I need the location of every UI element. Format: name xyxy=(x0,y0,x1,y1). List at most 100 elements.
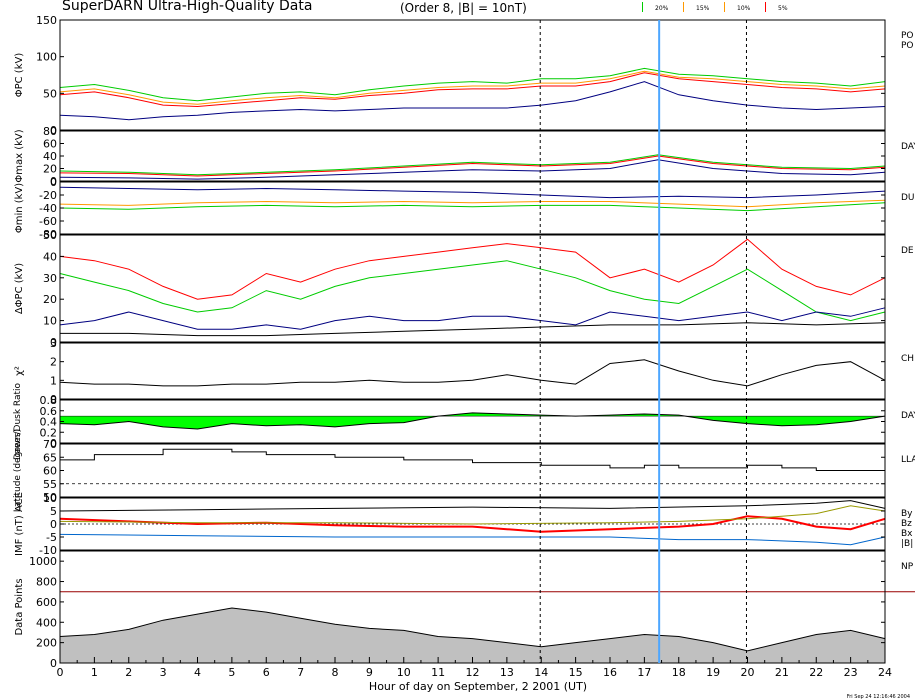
y-tick-label: 1000 xyxy=(29,555,57,568)
y-tick-label: 0.2 xyxy=(40,426,58,439)
series-line-pc-0 xyxy=(59,67,886,102)
y-tick-label: 70 xyxy=(43,438,57,451)
legend-swatch xyxy=(765,2,766,12)
y-tick-label: 80 xyxy=(43,125,57,138)
y-tick-label: 60 xyxy=(43,465,57,478)
series-line-pc-1 xyxy=(59,70,886,105)
right-side-label: PO xyxy=(901,41,914,51)
x-axis: 0 1 2 3 4 5 6 7 8 9 10 11 12 13 14 15 16 17 18 19 20 21 22 23 24 xyxy=(57,657,892,679)
x-tick-label: 17 xyxy=(637,666,651,679)
y-tick-label: 0 xyxy=(50,176,57,189)
x-tick-label: 11 xyxy=(431,666,445,679)
series-line-pc-2 xyxy=(59,72,886,108)
series-line-imf-2 xyxy=(59,505,886,525)
right-side-label: CH xyxy=(901,354,914,364)
y-axis-label: Data Points xyxy=(14,578,25,635)
x-tick-label: 0 xyxy=(57,666,64,679)
right-side-label: NP xyxy=(901,562,914,572)
y-tick-label: 20 xyxy=(43,163,57,176)
y-tick-label: -60 xyxy=(39,215,57,228)
y-tick-label: 0 xyxy=(50,393,57,406)
series-line-imf-3 xyxy=(59,533,886,546)
x-tick-label: 21 xyxy=(775,666,789,679)
panel-dpc: 0 10 20 30 40 50 ΔΦPC (kV) DE xyxy=(14,229,914,349)
y-tick-label: 0.6 xyxy=(40,405,58,418)
x-tick-label: 24 xyxy=(878,666,892,679)
y-axis-label: χ² xyxy=(14,366,25,376)
right-side-label: DAY xyxy=(901,142,915,152)
series-line-max-0 xyxy=(59,154,886,176)
x-tick-label: 8 xyxy=(332,666,339,679)
y-tick-label: -20 xyxy=(39,189,57,202)
x-tick-label: 3 xyxy=(160,666,167,679)
panel-frame xyxy=(59,342,886,400)
series-line-pc-3 xyxy=(59,81,886,121)
y-tick-label: 5 xyxy=(50,505,57,518)
y-tick-label: 10 xyxy=(43,315,57,328)
series-line-pts-0 xyxy=(59,607,886,652)
y-tick-label: 20 xyxy=(43,293,57,306)
right-side-label: Bz xyxy=(901,519,912,529)
x-tick-label: 12 xyxy=(466,666,480,679)
threshold-legend: 20% 15% 10% 5% xyxy=(642,2,788,12)
right-side-label: LLA xyxy=(901,455,915,465)
y-tick-label: 55 xyxy=(43,478,57,491)
legend-swatch xyxy=(642,2,643,12)
right-side-label: DE xyxy=(901,246,914,256)
y-tick-label: 2 xyxy=(50,356,57,369)
y-tick-label: -80 xyxy=(39,228,57,241)
legend-label: 10% xyxy=(737,5,751,12)
y-tick-label: 65 xyxy=(43,451,57,464)
legend-label: 20% xyxy=(655,5,669,12)
panel-frame xyxy=(59,130,886,182)
series-line-min-1 xyxy=(59,199,886,208)
y-tick-label: 600 xyxy=(36,596,57,609)
y-tick-label: 400 xyxy=(36,616,57,629)
y-tick-label: 0 xyxy=(50,437,57,450)
panel-frame xyxy=(59,234,886,343)
right-side-label: DAY xyxy=(901,411,915,421)
x-tick-label: 2 xyxy=(125,666,132,679)
x-tick-label: 7 xyxy=(297,666,304,679)
y-tick-label: 40 xyxy=(43,250,57,263)
y-tick-label: 10 xyxy=(43,492,57,505)
y-tick-label: 60 xyxy=(43,138,57,151)
x-tick-label: 4 xyxy=(194,666,201,679)
series-line-dpc-3 xyxy=(60,322,886,337)
y-axis-label: Dawn/Dusk Ratio xyxy=(13,382,23,460)
y-tick-label: 100 xyxy=(36,51,57,64)
y-axis-label: ΔΦPC (kV) xyxy=(14,263,25,314)
right-side-label: DU xyxy=(901,193,915,203)
x-tick-label: 20 xyxy=(741,666,755,679)
x-tick-label: 16 xyxy=(603,666,617,679)
series-line-dpc-1 xyxy=(59,260,886,322)
x-tick-label: 13 xyxy=(500,666,514,679)
y-axis-label: Latitude (degrees) xyxy=(13,429,23,512)
panel-chi: 0 1 2 3 χ² CH xyxy=(14,337,914,406)
right-side-label: Bx xyxy=(901,529,913,539)
legend-label: 15% xyxy=(696,5,710,12)
figure-subtitle: (Order 8, |B| = 10nT) xyxy=(400,1,527,15)
panel-frame xyxy=(59,19,886,131)
x-tick-label: 22 xyxy=(809,666,823,679)
right-side-label: |B| xyxy=(901,539,913,549)
right-side-label: By xyxy=(901,509,913,519)
y-tick-label: 50 xyxy=(43,229,57,242)
y-tick-label: 0 xyxy=(50,336,57,349)
data-points-fill-area xyxy=(60,608,885,663)
x-tick-label: 18 xyxy=(672,666,686,679)
y-tick-label: 0 xyxy=(50,657,57,670)
x-tick-label: 14 xyxy=(534,666,548,679)
y-tick-label: 0 xyxy=(50,518,57,531)
series-line-min-2 xyxy=(59,186,886,199)
y-axis-label: Φmax (kV) xyxy=(14,129,25,182)
series-line-chi-0 xyxy=(59,359,886,387)
y-tick-label: -40 xyxy=(39,202,57,215)
y-tick-label: 0.4 xyxy=(40,416,58,429)
